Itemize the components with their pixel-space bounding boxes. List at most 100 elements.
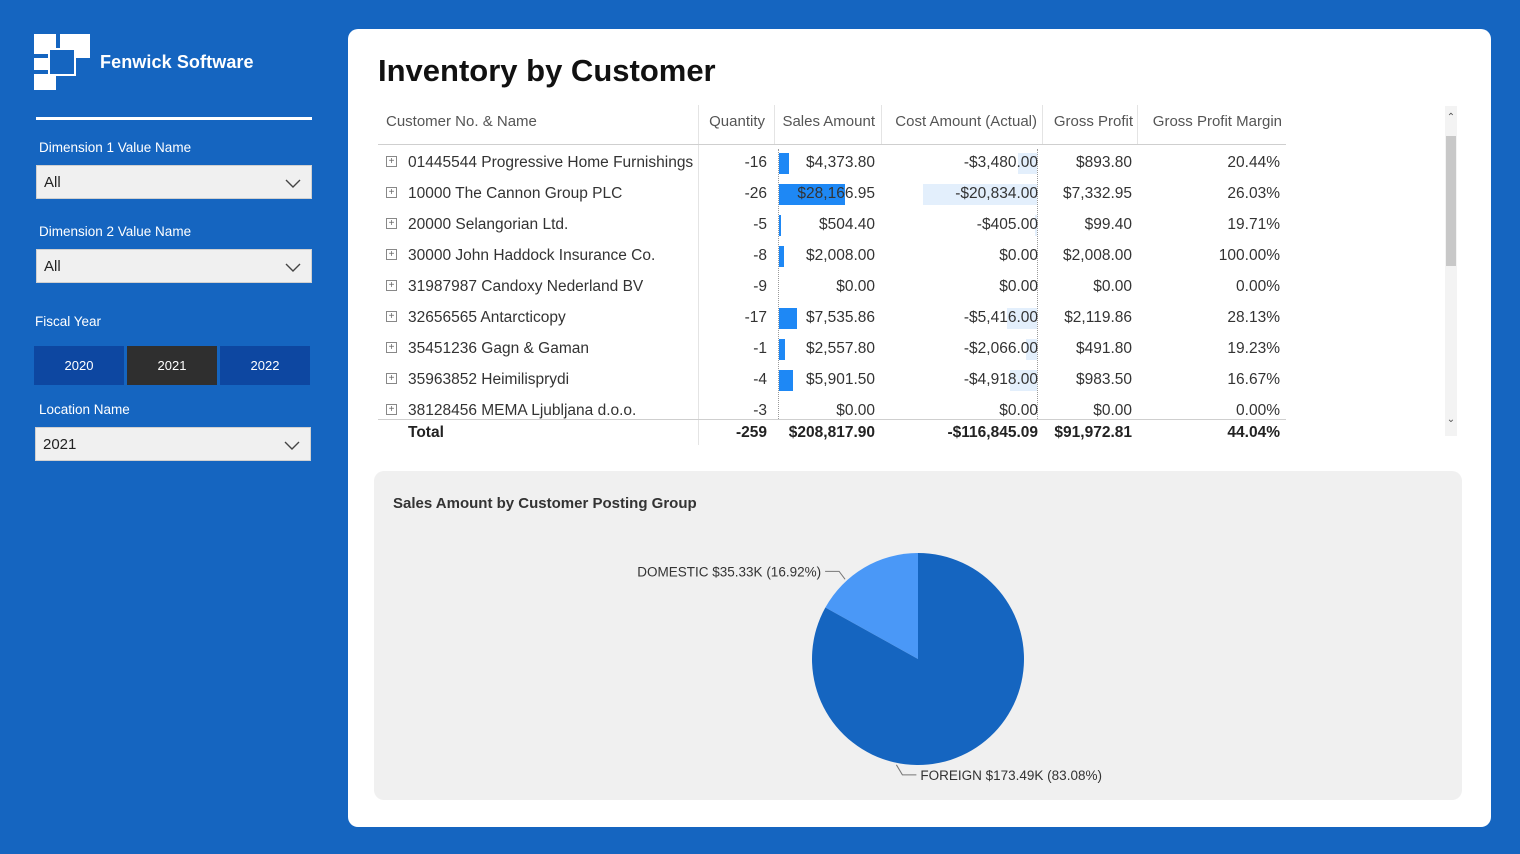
cost-amount-value: $0.00 bbox=[999, 247, 1038, 264]
gross-profit-margin-value: 100.00% bbox=[1218, 247, 1280, 264]
total-margin: 44.04% bbox=[1227, 424, 1280, 441]
pie-chart-title: Sales Amount by Customer Posting Group bbox=[393, 495, 697, 512]
pie-slice-foreign[interactable] bbox=[812, 553, 1024, 765]
location-label: Location Name bbox=[39, 402, 130, 417]
dimension1-label: Dimension 1 Value Name bbox=[39, 140, 192, 155]
scroll-up-icon[interactable]: ⌃ bbox=[1446, 112, 1456, 123]
cost-amount-value: -$20,834.00 bbox=[955, 185, 1038, 202]
table-row[interactable]: +30000 John Haddock Insurance Co. -8 $2,00… bbox=[378, 242, 1286, 273]
gross-profit-value: $893.80 bbox=[1075, 154, 1132, 171]
total-profit: $91,972.81 bbox=[1054, 424, 1132, 441]
expand-row-icon[interactable]: + bbox=[386, 187, 397, 198]
column-header-quantity[interactable]: Quantity bbox=[709, 113, 765, 130]
dimension2-dropdown[interactable]: All bbox=[36, 249, 312, 283]
quantity-value: -17 bbox=[744, 309, 767, 326]
sales-amount-bar bbox=[779, 215, 781, 236]
column-separator bbox=[881, 105, 882, 145]
customer-name: 30000 John Haddock Insurance Co. bbox=[408, 247, 656, 264]
expand-row-icon[interactable]: + bbox=[386, 342, 397, 353]
table-row[interactable]: +35451236 Gagn & Gaman -1 $2,557.80 -$2,066… bbox=[378, 335, 1286, 366]
expand-row-icon[interactable]: + bbox=[386, 156, 397, 167]
quantity-value: -8 bbox=[753, 247, 767, 264]
brand: Fenwick Software bbox=[34, 34, 254, 90]
chevron-down-icon bbox=[284, 437, 300, 453]
customer-name: 35963852 Heimilisprydi bbox=[408, 371, 570, 388]
column-separator bbox=[698, 105, 699, 445]
gross-profit-margin-value: 28.13% bbox=[1227, 309, 1280, 326]
dimension1-value: All bbox=[44, 173, 61, 191]
scrollbar-thumb[interactable] bbox=[1446, 136, 1456, 266]
page-title: Inventory by Customer bbox=[378, 53, 716, 88]
gross-profit-margin-value: 16.67% bbox=[1227, 371, 1280, 388]
fiscal-year-2021-button[interactable]: 2021 bbox=[127, 346, 217, 385]
table-row[interactable]: +35963852 Heimilisprydi -4 $5,901.50 -$4,91… bbox=[378, 366, 1286, 397]
table-row[interactable]: +20000 Selangorian Ltd. -5 $504.40 -$405.00… bbox=[378, 211, 1286, 242]
cost-amount-bar bbox=[1034, 215, 1037, 236]
chevron-down-icon bbox=[285, 259, 301, 275]
column-header-cost-amount[interactable]: Cost Amount (Actual) bbox=[895, 113, 1037, 130]
sales-amount-value: $5,901.50 bbox=[806, 371, 875, 388]
column-header-customer[interactable]: Customer No. & Name bbox=[386, 113, 537, 130]
cost-amount-value: $0.00 bbox=[999, 278, 1038, 295]
table-row[interactable]: +38128456 MEMA Ljubljana d.o.o. -3 $0.00 $0… bbox=[378, 397, 1286, 419]
dimension2-value: All bbox=[44, 257, 61, 275]
expand-row-icon[interactable]: + bbox=[386, 311, 397, 322]
cost-amount-value: -$405.00 bbox=[976, 216, 1038, 233]
cost-amount-value: -$4,918.00 bbox=[963, 371, 1038, 388]
location-dropdown[interactable]: 2021 bbox=[35, 427, 311, 461]
sales-amount-bar bbox=[779, 370, 793, 391]
cost-amount-value: -$3,480.00 bbox=[963, 154, 1038, 171]
table-row[interactable]: +10000 The Cannon Group PLC -26 $28,166.95… bbox=[378, 180, 1286, 211]
sales-amount-value: $504.40 bbox=[818, 216, 875, 233]
table-total-row: Total -259 $208,817.90 -$116,845.09 $91,… bbox=[378, 419, 1286, 447]
dimension2-label: Dimension 2 Value Name bbox=[39, 224, 192, 239]
column-header-gross-profit[interactable]: Gross Profit bbox=[1053, 113, 1133, 130]
sales-amount-value: $2,557.80 bbox=[806, 340, 875, 357]
sales-amount-bar bbox=[779, 153, 790, 174]
table-row[interactable]: +01445544 Progressive Home Furnishings -1… bbox=[378, 149, 1286, 180]
expand-row-icon[interactable]: + bbox=[386, 280, 397, 291]
sales-amount-bar bbox=[779, 184, 845, 205]
fiscal-year-2020-button[interactable]: 2020 bbox=[34, 346, 124, 385]
column-header-sales-amount[interactable]: Sales Amount bbox=[782, 113, 875, 130]
table-scrollbar[interactable]: ⌃ ⌄ bbox=[1445, 106, 1457, 436]
gross-profit-value: $99.40 bbox=[1084, 216, 1132, 233]
expand-row-icon[interactable]: + bbox=[386, 404, 397, 415]
column-separator bbox=[1137, 105, 1138, 145]
scroll-down-icon[interactable]: ⌄ bbox=[1446, 414, 1456, 425]
expand-row-icon[interactable]: + bbox=[386, 373, 397, 384]
gross-profit-value: $491.80 bbox=[1075, 340, 1132, 357]
expand-row-icon[interactable]: + bbox=[386, 218, 397, 229]
column-separator bbox=[1042, 105, 1043, 145]
location-value: 2021 bbox=[43, 435, 77, 453]
pie-leader-line bbox=[895, 764, 917, 776]
dimension1-dropdown[interactable]: All bbox=[36, 165, 312, 199]
gross-profit-value: $2,119.86 bbox=[1064, 309, 1132, 326]
customer-name: 38128456 MEMA Ljubljana d.o.o. bbox=[408, 402, 637, 419]
table-row[interactable]: +32656565 Antarcticopy -17 $7,535.86 -$5,41… bbox=[378, 304, 1286, 335]
report-card: Inventory by Customer Customer No. & Nam… bbox=[348, 29, 1491, 827]
sales-amount-bar bbox=[779, 246, 784, 267]
sales-amount-value: $4,373.80 bbox=[806, 154, 875, 171]
customer-name: 31987987 Candoxy Nederland BV bbox=[408, 278, 644, 295]
fiscal-year-label: Fiscal Year bbox=[35, 314, 102, 329]
quantity-value: -9 bbox=[753, 278, 767, 295]
column-separator bbox=[774, 105, 775, 145]
sales-amount-bar bbox=[779, 339, 785, 360]
table-row[interactable]: +31987987 Candoxy Nederland BV -9 $0.00 $0.… bbox=[378, 273, 1286, 304]
pie-slice-domestic[interactable] bbox=[825, 553, 918, 659]
quantity-value: -26 bbox=[744, 185, 767, 202]
sales-amount-value: $0.00 bbox=[836, 402, 875, 419]
total-cost: -$116,845.09 bbox=[947, 424, 1038, 441]
table-body: +01445544 Progressive Home Furnishings -1… bbox=[378, 149, 1286, 419]
chevron-down-icon bbox=[285, 175, 301, 191]
column-header-gross-profit-margin[interactable]: Gross Profit Margin bbox=[1152, 113, 1282, 130]
sidebar: Fenwick Software Dimension 1 Value Name … bbox=[0, 0, 340, 854]
expand-row-icon[interactable]: + bbox=[386, 249, 397, 260]
cost-amount-bar bbox=[1017, 153, 1037, 174]
fiscal-year-2022-button[interactable]: 2022 bbox=[220, 346, 310, 385]
header-divider bbox=[378, 144, 1286, 145]
inventory-table: Customer No. & Name Quantity Sales Amoun… bbox=[378, 105, 1288, 445]
pie-chart: DOMESTIC $35.33K (16.92%) FOREIGN $173.49… bbox=[637, 553, 1102, 783]
sales-amount-value: $7,535.86 bbox=[806, 309, 875, 326]
